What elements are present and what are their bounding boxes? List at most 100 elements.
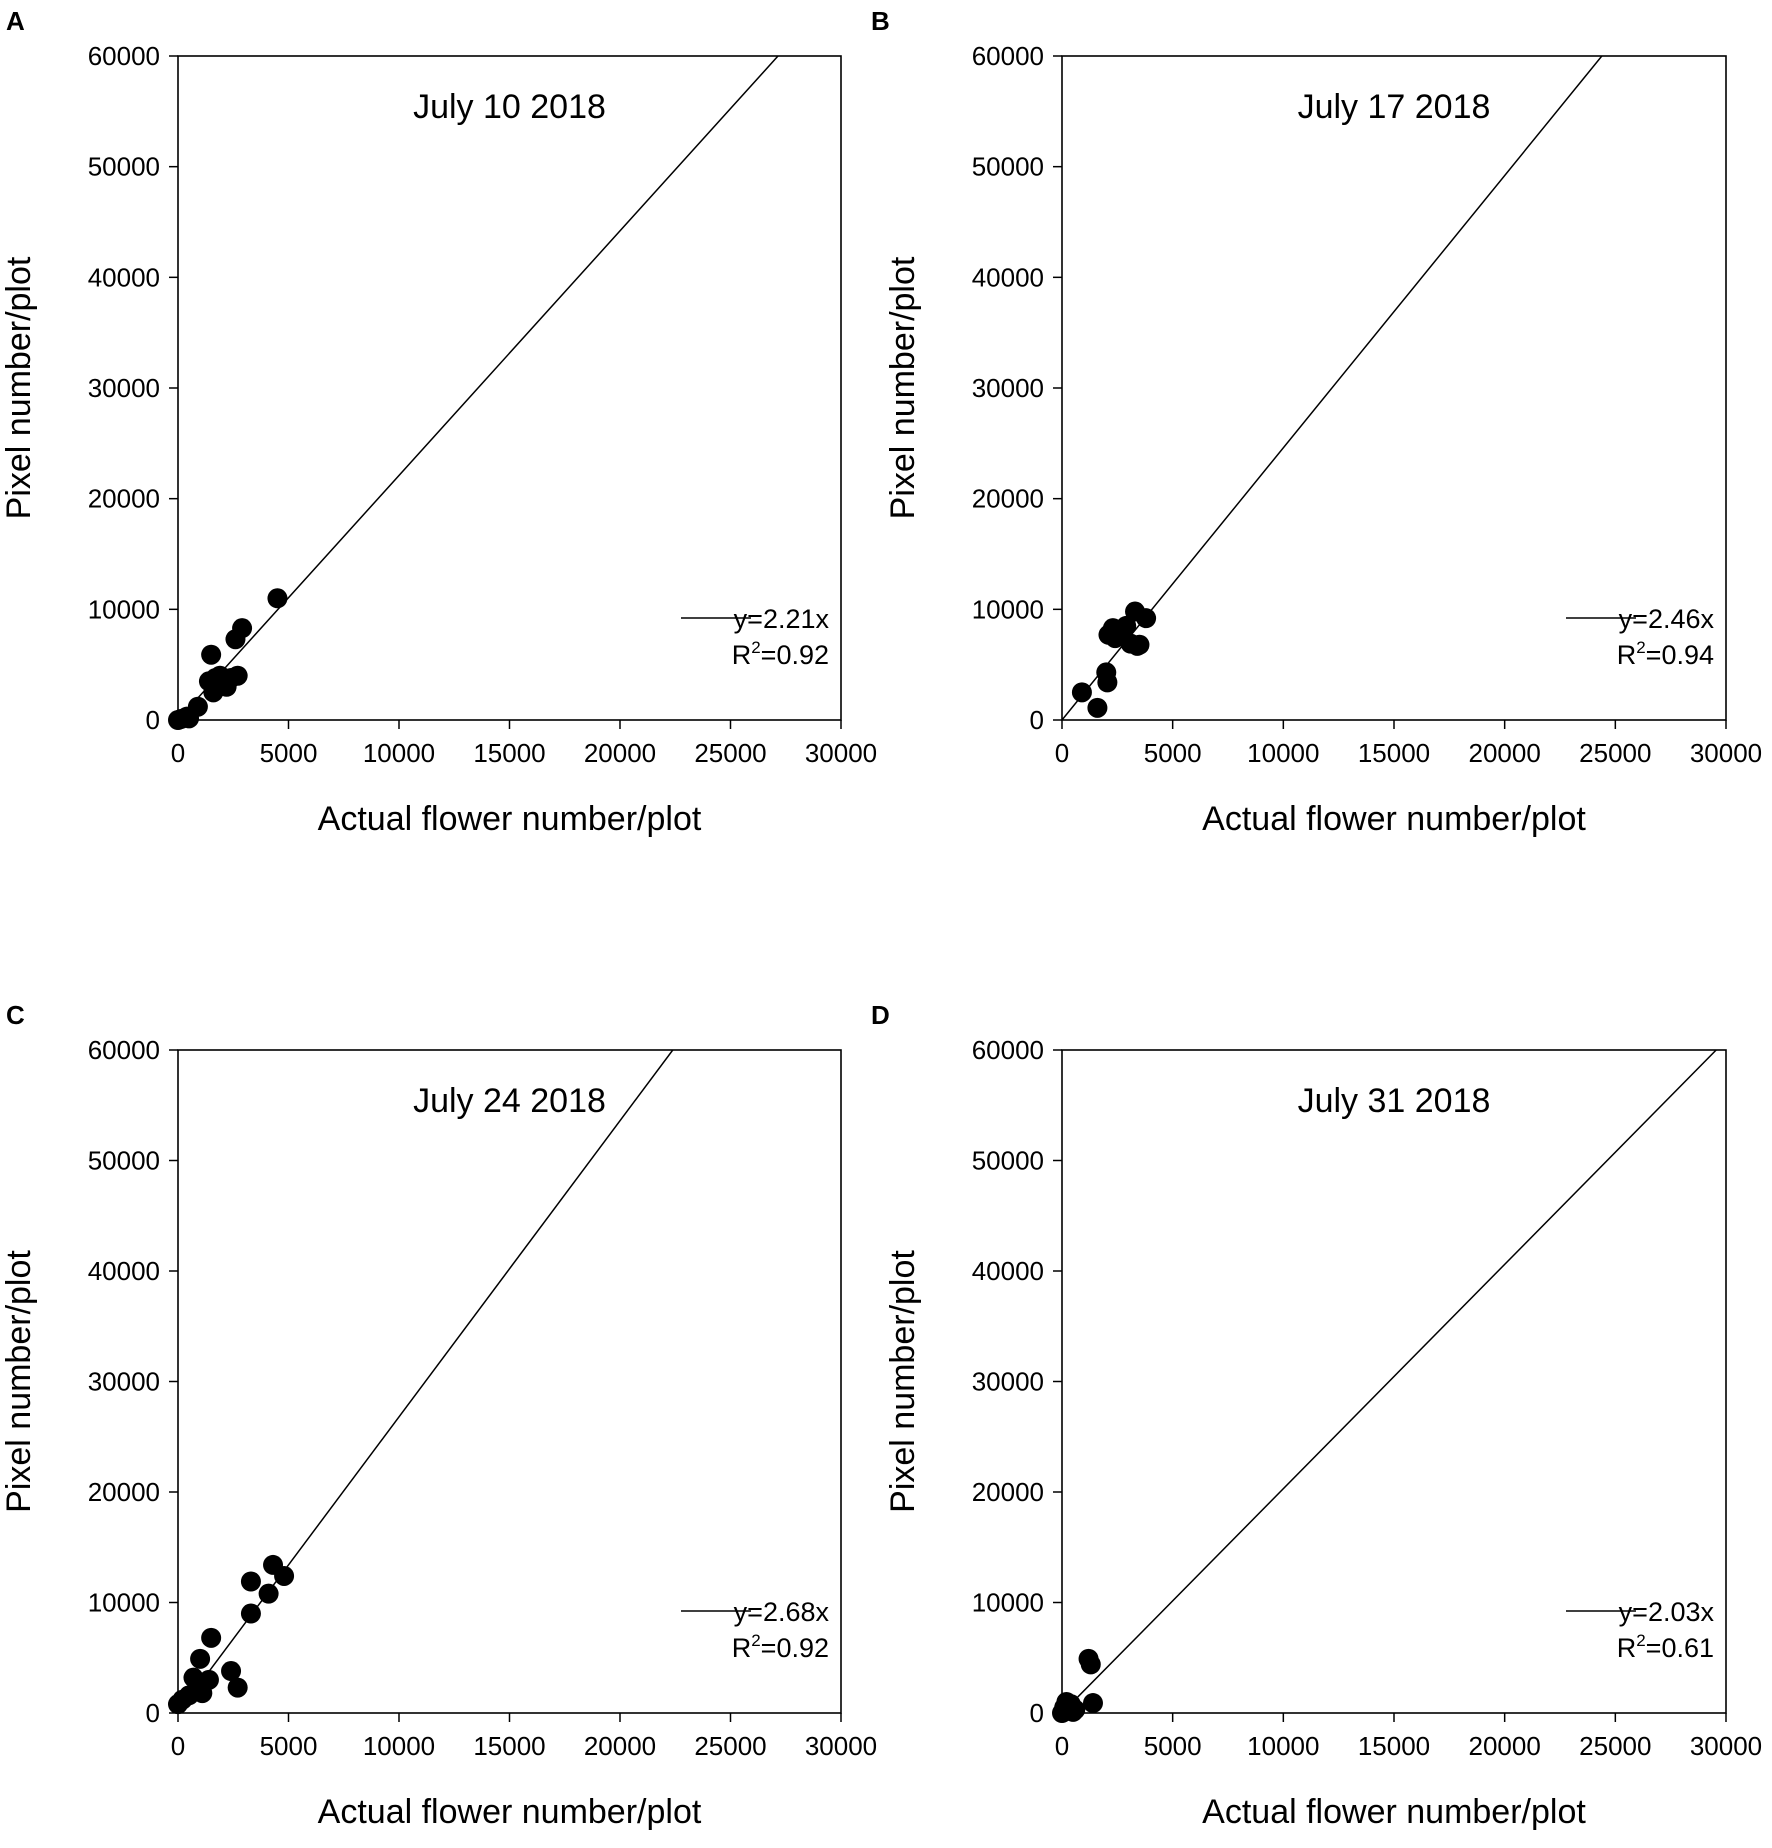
panel-letter: B [871,6,890,36]
x-tick-label: 10000 [363,1731,435,1761]
legend: y=2.21x R2=0.92 [681,604,829,670]
x-tick-label: 20000 [584,1731,656,1761]
x-tick-label: 0 [171,1731,185,1761]
x-tick-label: 15000 [473,1731,545,1761]
y-tick-label: 60000 [972,1035,1044,1065]
data-point [274,1565,295,1586]
panel-letter: C [6,1000,25,1030]
data-point [240,1571,261,1592]
data-point [1116,615,1137,636]
y-tick-label: 0 [146,705,160,735]
y-tick-label: 20000 [88,1477,160,1507]
x-tick-label: 25000 [694,1731,766,1761]
data-point [1082,1693,1103,1714]
x-tick-label: 25000 [1579,1731,1651,1761]
x-tick-label: 15000 [1358,1731,1430,1761]
panel-c: C 0 5000 10000 15000 20000 25000 30000 0 10000 200… [0,1000,877,1831]
legend: y=2.68x R2=0.92 [681,1597,829,1663]
data-point [183,1667,204,1688]
data-point [1097,672,1118,693]
y-axis-title: Pixel number/plot [0,1250,38,1513]
fit-line [1062,56,1603,720]
data-point [1136,608,1157,629]
x-axis-title: Actual flower number/plot [318,800,702,838]
data-point [240,1603,261,1624]
y-tick-label: 50000 [972,152,1044,182]
y-tick-label: 30000 [972,1367,1044,1397]
x-tick-label: 5000 [1144,1731,1202,1761]
y-tick-label: 20000 [972,484,1044,514]
x-tick-label: 20000 [584,738,656,768]
data-point [227,665,248,686]
x-tick-label: 5000 [1144,738,1202,768]
y-axis-title: Pixel number/plot [884,1250,922,1513]
data-point [227,1677,248,1698]
plot-title: July 24 2018 [413,1082,606,1120]
x-axis-title: Actual flower number/plot [1202,1793,1586,1831]
y-tick-label: 0 [1030,1698,1044,1728]
y-tick-label: 60000 [88,1035,160,1065]
x-tick-label: 15000 [473,738,545,768]
x-tick-label: 30000 [1690,738,1762,768]
legend-equation: y=2.03x [1619,1597,1715,1627]
x-tick-label: 10000 [1247,738,1319,768]
y-tick-label: 0 [1030,705,1044,735]
data-point [1065,1699,1086,1720]
x-tick-label: 0 [171,738,185,768]
y-tick-label: 10000 [88,1588,160,1618]
y-tick-label: 50000 [88,152,160,182]
legend: y=2.03x R2=0.61 [1566,1597,1714,1663]
data-point [1071,682,1092,703]
plot-title: July 10 2018 [413,88,606,126]
y-tick-label: 10000 [972,594,1044,624]
panel-d: D 0 5000 10000 15000 20000 25000 30000 0 10000 200… [871,1000,1762,1831]
y-axis-title: Pixel number/plot [0,256,38,519]
data-point [258,1583,279,1604]
legend-equation: y=2.46x [1619,604,1715,634]
x-tick-label: 30000 [805,1731,877,1761]
x-tick-label: 20000 [1469,1731,1541,1761]
fit-line [1062,1050,1717,1713]
x-tick-label: 5000 [260,738,318,768]
x-tick-label: 10000 [1247,1731,1319,1761]
legend-r-squared: R2=0.94 [1617,638,1714,670]
legend-r-squared: R2=0.92 [732,1631,829,1663]
x-tick-label: 10000 [363,738,435,768]
data-point [201,644,222,665]
x-tick-label: 25000 [694,738,766,768]
fit-line [178,56,779,720]
data-point [267,588,288,609]
fit-line [178,1050,674,1713]
data-point [221,1661,242,1682]
x-tick-label: 0 [1055,1731,1069,1761]
data-point [1080,1654,1101,1675]
y-tick-label: 0 [146,1698,160,1728]
y-tick-label: 30000 [972,373,1044,403]
y-tick-label: 60000 [88,41,160,71]
panel-letter: A [6,6,25,36]
x-axis-title: Actual flower number/plot [318,1793,702,1831]
data-point [201,1627,222,1648]
y-tick-label: 20000 [88,484,160,514]
x-tick-label: 25000 [1579,738,1651,768]
y-tick-label: 50000 [88,1146,160,1176]
x-tick-label: 30000 [805,738,877,768]
data-point [1087,697,1108,718]
data-point [187,696,208,717]
legend-equation: y=2.21x [734,604,830,634]
x-tick-label: 20000 [1469,738,1541,768]
y-tick-label: 40000 [88,1256,160,1286]
data-point [232,618,253,639]
legend-equation: y=2.68x [734,1597,830,1627]
legend-r-squared: R2=0.61 [1617,1631,1714,1663]
y-tick-label: 30000 [88,1367,160,1397]
x-tick-label: 30000 [1690,1731,1762,1761]
x-tick-label: 0 [1055,738,1069,768]
y-tick-label: 10000 [88,594,160,624]
y-tick-label: 30000 [88,373,160,403]
data-point [1129,634,1150,655]
legend-r-squared: R2=0.92 [732,638,829,670]
x-tick-label: 15000 [1358,738,1430,768]
y-tick-label: 40000 [972,1256,1044,1286]
